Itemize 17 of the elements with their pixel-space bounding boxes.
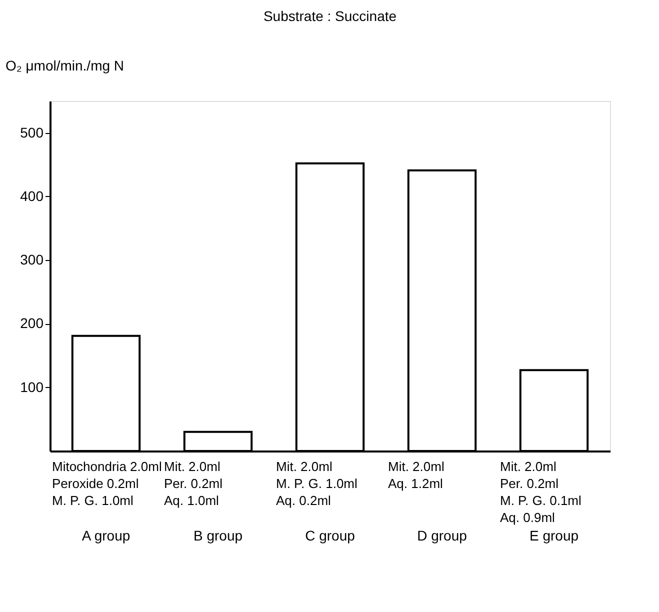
y-tick-label: 400	[20, 188, 44, 204]
text: Mit. 2.0ml M. P. G. 1.0ml Aq. 0.2ml	[276, 459, 358, 508]
text: Mit. 2.0ml Aq. 1.2ml	[388, 459, 444, 491]
x-tick-label: B group	[193, 528, 243, 544]
y-axis-title: O₂ μmol/min./mg N	[6, 58, 124, 74]
x-tick-label: A group	[82, 528, 130, 544]
y-tick-label: 100	[20, 378, 44, 395]
y-tick-label: 200	[20, 315, 44, 332]
text: Mit. 2.0ml Per. 0.2ml Aq. 1.0ml	[164, 459, 223, 508]
x-tick-label: C group	[305, 528, 356, 544]
text: Mitochondria 2.0ml Peroxide 0.2ml M. P. G. 1.0ml	[52, 459, 162, 508]
y-tick-label: 500	[20, 124, 44, 140]
x-tick-label: D group	[417, 528, 468, 544]
text: Mit. 2.0ml Per. 0.2ml M. P. G. 0.1ml Aq. 0.9ml	[500, 459, 582, 525]
y-tick-label: 300	[20, 252, 44, 268]
chart-title: Substrate : Succinate	[263, 8, 397, 24]
x-tick-label: E group	[529, 528, 579, 544]
